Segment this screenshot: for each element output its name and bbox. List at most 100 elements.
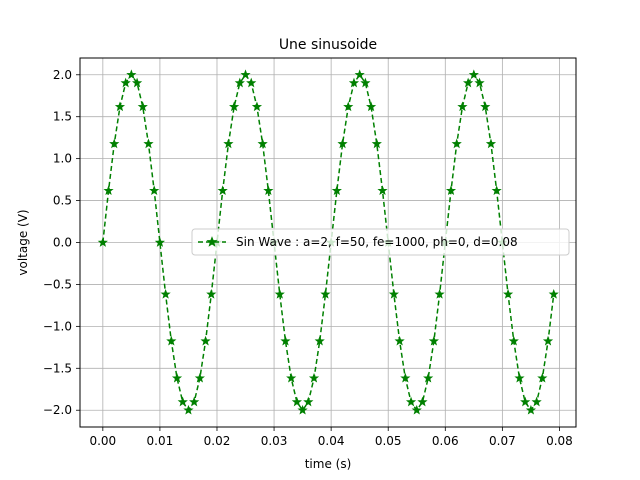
data-point-star <box>246 77 257 88</box>
y-axis-label: voltage (V) <box>16 209 30 275</box>
data-point-star <box>143 138 154 149</box>
data-point-star <box>451 138 462 149</box>
data-point-star <box>308 372 320 383</box>
data-point-star <box>348 77 360 88</box>
legend-star-marker <box>206 236 218 247</box>
data-point-star <box>314 335 325 346</box>
data-point-star <box>97 237 108 247</box>
data-point-star <box>428 335 439 346</box>
data-point-star <box>263 185 274 195</box>
y-tick-label: 0.5 <box>53 194 72 208</box>
data-point-star <box>200 335 211 346</box>
y-tick-label: −0.5 <box>43 277 72 291</box>
y-tick-label: 2.0 <box>53 68 72 82</box>
data-point-star <box>457 101 468 112</box>
data-point-star <box>297 404 308 415</box>
data-point-star <box>542 335 554 346</box>
data-point-star <box>160 288 171 299</box>
legend: Sin Wave : a=2, f=50, fe=1000, ph=0, d=0… <box>191 228 570 256</box>
data-point-star <box>377 185 388 195</box>
data-point-star <box>520 396 531 407</box>
data-point-star <box>445 185 457 195</box>
data-point-star <box>303 396 314 407</box>
data-point-star <box>337 138 348 149</box>
data-point-star <box>103 185 114 195</box>
data-point-star <box>109 138 120 149</box>
data-point-star <box>485 138 497 149</box>
data-point-star <box>217 185 228 195</box>
data-point-star <box>366 101 377 112</box>
legend-label: Sin Wave : a=2, f=50, fe=1000, ph=0, d=0… <box>236 235 518 249</box>
data-point-star <box>463 77 474 88</box>
data-point-star <box>468 69 479 80</box>
data-point-star <box>354 69 365 80</box>
data-point-star <box>251 101 263 112</box>
data-point-star <box>280 335 291 346</box>
data-point-star <box>434 288 445 299</box>
data-point-star <box>171 372 183 383</box>
data-point-star <box>291 396 302 407</box>
data-point-star <box>360 77 371 88</box>
data-point-star <box>257 138 268 149</box>
y-axis-ticks: −2.0 −1.5 −1.0 −0.5 0.0 0.5 1.0 1.5 2.0 <box>43 68 80 417</box>
legend-box <box>191 228 570 256</box>
data-point-star <box>154 237 165 247</box>
data-point-star <box>166 335 177 346</box>
series-layer <box>97 69 559 415</box>
data-point-star <box>274 288 285 299</box>
y-tick-label: 1.5 <box>53 110 72 124</box>
data-point-star <box>474 77 485 88</box>
data-point-star <box>388 288 400 299</box>
data-point-star <box>131 77 143 88</box>
data-point-star <box>400 372 411 383</box>
x-tick-label: 0.00 <box>89 434 116 448</box>
data-point-star <box>411 404 422 415</box>
data-point-star <box>240 69 251 80</box>
x-tick-label: 0.06 <box>432 434 459 448</box>
y-tick-label: −1.5 <box>43 361 72 375</box>
data-point-star <box>491 185 502 195</box>
y-tick-label: 0.0 <box>53 236 72 250</box>
data-point-star <box>286 372 297 383</box>
data-point-star <box>149 185 160 195</box>
data-point-star <box>189 396 200 407</box>
data-point-star <box>320 288 331 299</box>
x-tick-label: 0.05 <box>375 434 402 448</box>
data-point-star <box>126 69 137 80</box>
y-tick-label: 1.0 <box>53 152 72 166</box>
x-tick-label: 0.03 <box>261 434 288 448</box>
y-tick-label: −2.0 <box>43 403 72 417</box>
data-point-star <box>502 288 514 299</box>
x-axis-ticks: 0.00 0.01 0.02 0.03 0.04 0.05 0.06 0.07 0.08 <box>89 427 573 448</box>
data-point-star <box>114 101 126 112</box>
data-point-star <box>531 396 542 407</box>
x-tick-label: 0.08 <box>546 434 573 448</box>
x-axis-label: time (s) <box>305 457 352 471</box>
data-point-star <box>548 288 559 299</box>
data-point-star <box>537 372 548 383</box>
data-point-star <box>394 335 405 346</box>
data-point-star <box>229 101 240 112</box>
y-tick-label: −1.0 <box>43 319 72 333</box>
x-tick-label: 0.01 <box>147 434 174 448</box>
data-point-star <box>480 101 491 112</box>
data-point-star <box>514 372 525 383</box>
data-point-star <box>525 404 536 415</box>
data-point-star <box>177 396 188 407</box>
data-point-star <box>371 138 382 149</box>
x-tick-label: 0.07 <box>489 434 516 448</box>
x-tick-label: 0.04 <box>318 434 345 448</box>
data-point-star <box>120 77 131 88</box>
x-tick-label: 0.02 <box>204 434 231 448</box>
data-point-star <box>183 404 194 415</box>
data-point-star <box>423 372 434 383</box>
data-point-star <box>194 372 205 383</box>
data-point-star <box>417 396 428 407</box>
data-point-star <box>234 77 245 88</box>
data-point-star <box>331 185 342 195</box>
data-point-star <box>343 101 354 112</box>
data-point-star <box>206 288 217 299</box>
data-point-star <box>405 396 417 407</box>
data-point-star <box>223 138 234 149</box>
